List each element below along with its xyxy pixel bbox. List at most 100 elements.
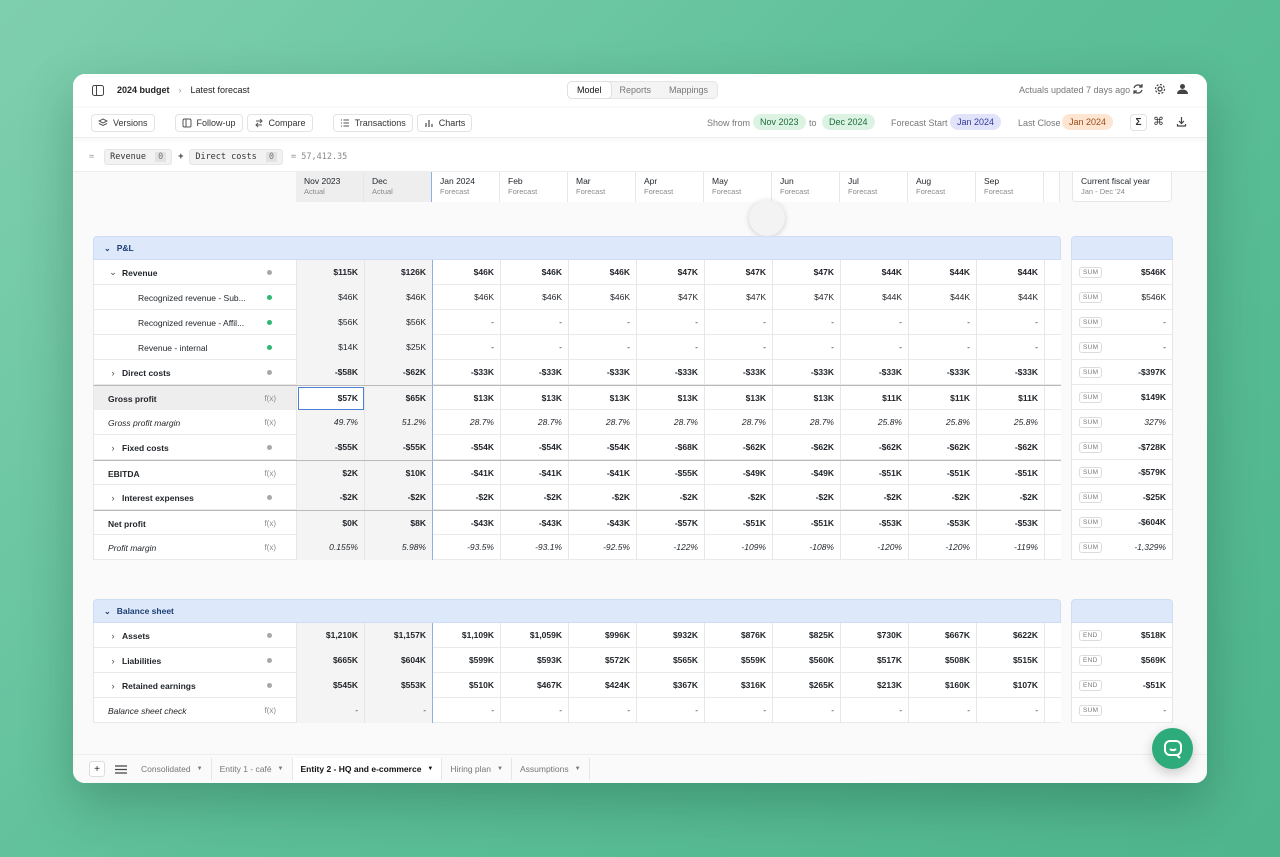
- table-cell[interactable]: $13K: [433, 386, 501, 411]
- summary-cell[interactable]: SUM $546K: [1071, 285, 1173, 310]
- table-cell[interactable]: 51.2%: [365, 410, 433, 435]
- table-cell[interactable]: -$2K: [773, 485, 841, 510]
- table-row[interactable]: › Assets $1,210K $1,157K $1,109K $1,059K $996K…: [93, 623, 1061, 648]
- table-cell[interactable]: -: [773, 310, 841, 335]
- tab-mappings[interactable]: Mappings: [669, 85, 709, 95]
- versions-button[interactable]: Versions: [91, 113, 155, 132]
- aggregation-badge[interactable]: SUM: [1079, 317, 1103, 328]
- table-cell[interactable]: $517K: [841, 648, 909, 673]
- table-cell[interactable]: $665K: [297, 648, 365, 673]
- formula-token-direct-costs[interactable]: Direct costs 0: [189, 148, 283, 165]
- table-cell[interactable]: -120%: [841, 535, 909, 560]
- table-cell[interactable]: $825K: [773, 623, 841, 648]
- table-cell[interactable]: 25.8%: [841, 410, 909, 435]
- breadcrumb-current[interactable]: Latest forecast: [190, 85, 250, 95]
- table-cell[interactable]: $46K: [433, 260, 501, 285]
- column-header[interactable]: May Forecast: [704, 172, 772, 202]
- table-row[interactable]: › Interest expenses -$2K -$2K -$2K -$2K -$2K -$…: [93, 485, 1061, 510]
- table-cell[interactable]: -$51K: [705, 511, 773, 536]
- table-cell[interactable]: -$62K: [977, 435, 1045, 460]
- summary-cell[interactable]: SUM $149K: [1071, 385, 1173, 410]
- table-cell[interactable]: -122%: [637, 535, 705, 560]
- aggregation-badge[interactable]: SUM: [1079, 367, 1103, 378]
- aggregation-badge[interactable]: END: [1079, 630, 1102, 641]
- column-header[interactable]: Feb Forecast: [500, 172, 568, 202]
- compare-button[interactable]: Compare: [246, 113, 313, 132]
- table-cell[interactable]: $1,157K: [365, 623, 433, 648]
- table-cell[interactable]: -: [977, 310, 1045, 335]
- caret-down-icon[interactable]: ▼: [497, 766, 503, 772]
- show-from-date-picker[interactable]: Nov 2023: [753, 114, 806, 130]
- table-cell[interactable]: -$62K: [909, 435, 977, 460]
- table-cell[interactable]: -$53K: [841, 511, 909, 536]
- table-cell[interactable]: -: [909, 698, 977, 723]
- table-cell[interactable]: -$33K: [773, 360, 841, 385]
- table-cell[interactable]: -$33K: [705, 360, 773, 385]
- table-row[interactable]: Gross profit margin f(x) 49.7% 51.2% 28.7% 28…: [93, 410, 1061, 435]
- scroll-indicator[interactable]: [749, 200, 785, 236]
- table-cell[interactable]: $599K: [433, 648, 501, 673]
- table-cell[interactable]: -$57K: [637, 511, 705, 536]
- table-cell[interactable]: $46K: [501, 285, 569, 310]
- table-row[interactable]: Net profit f(x) $0K $8K -$43K -$43K -$43K -$57K…: [93, 510, 1061, 536]
- table-row[interactable]: › Retained earnings $545K $553K $510K $467K $4…: [93, 673, 1061, 698]
- row-label[interactable]: › Assets: [94, 623, 297, 648]
- refresh-icon[interactable]: [1132, 83, 1144, 95]
- table-cell[interactable]: $996K: [569, 623, 637, 648]
- table-cell[interactable]: $13K: [569, 386, 637, 411]
- table-cell[interactable]: 5.98%: [365, 535, 433, 560]
- table-cell[interactable]: -$62K: [705, 435, 773, 460]
- table-cell[interactable]: $46K: [569, 285, 637, 310]
- aggregation-badge[interactable]: SUM: [1079, 467, 1103, 478]
- table-cell[interactable]: -: [569, 698, 637, 723]
- table-cell[interactable]: -: [977, 335, 1045, 360]
- formula-icon[interactable]: f(x): [264, 519, 276, 528]
- summary-cell[interactable]: SUM -$397K: [1071, 360, 1173, 385]
- table-cell[interactable]: -: [637, 310, 705, 335]
- summary-cell[interactable]: SUM 327%: [1071, 410, 1173, 435]
- table-cell[interactable]: -$62K: [773, 435, 841, 460]
- table-cell[interactable]: $47K: [705, 285, 773, 310]
- table-cell[interactable]: $667K: [909, 623, 977, 648]
- table-cell[interactable]: -: [977, 698, 1045, 723]
- table-cell[interactable]: $46K: [433, 285, 501, 310]
- chevron-right-icon[interactable]: ›: [111, 367, 115, 378]
- table-cell[interactable]: -$53K: [977, 511, 1045, 536]
- table-cell[interactable]: -$43K: [433, 511, 501, 536]
- table-cell[interactable]: -$33K: [909, 360, 977, 385]
- table-cell[interactable]: -$49K: [773, 461, 841, 486]
- table-cell[interactable]: $46K: [501, 260, 569, 285]
- aggregation-badge[interactable]: END: [1079, 655, 1102, 666]
- table-cell[interactable]: $126K: [365, 260, 433, 285]
- table-cell[interactable]: -120%: [909, 535, 977, 560]
- table-cell[interactable]: $13K: [501, 386, 569, 411]
- row-label[interactable]: › Interest expenses: [94, 485, 297, 510]
- table-cell[interactable]: $13K: [637, 386, 705, 411]
- table-cell[interactable]: $8K: [365, 511, 433, 536]
- summary-cell[interactable]: SUM -$579K: [1071, 460, 1173, 485]
- chevron-right-icon[interactable]: ›: [111, 655, 115, 666]
- table-cell[interactable]: $44K: [909, 260, 977, 285]
- table-cell[interactable]: $367K: [637, 673, 705, 698]
- table-cell[interactable]: $1,210K: [297, 623, 365, 648]
- table-row[interactable]: Revenue - internal $14K $25K - - - - - - - - -: [93, 335, 1061, 360]
- chevron-down-icon[interactable]: ⌄: [109, 267, 117, 277]
- table-cell[interactable]: $572K: [569, 648, 637, 673]
- table-cell[interactable]: $622K: [977, 623, 1045, 648]
- table-cell[interactable]: -: [841, 310, 909, 335]
- row-label[interactable]: Revenue - internal: [94, 335, 297, 360]
- table-cell[interactable]: $46K: [297, 285, 365, 310]
- row-label[interactable]: Gross profit margin f(x): [94, 410, 297, 435]
- table-cell[interactable]: -92.5%: [569, 535, 637, 560]
- table-cell[interactable]: -109%: [705, 535, 773, 560]
- table-cell[interactable]: -$2K: [569, 485, 637, 510]
- table-cell[interactable]: $11K: [977, 386, 1045, 411]
- table-cell[interactable]: $47K: [773, 285, 841, 310]
- summary-cell[interactable]: SUM -: [1071, 335, 1173, 360]
- summary-cell[interactable]: SUM -$604K: [1071, 510, 1173, 535]
- caret-down-icon[interactable]: ▼: [277, 766, 284, 772]
- table-cell[interactable]: $44K: [841, 285, 909, 310]
- pl-section-header[interactable]: ⌄ P&L: [93, 236, 1061, 260]
- table-row[interactable]: › Liabilities $665K $604K $599K $593K $572K $56…: [93, 648, 1061, 673]
- table-cell[interactable]: -108%: [773, 535, 841, 560]
